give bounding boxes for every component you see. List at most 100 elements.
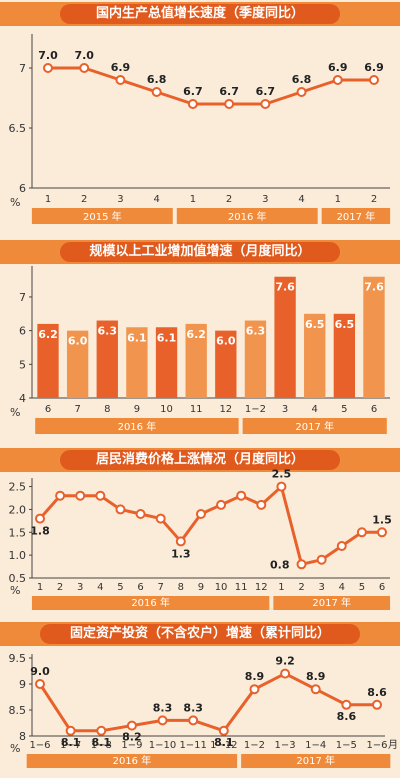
bar	[304, 313, 326, 398]
year-label: 2017 年	[295, 420, 334, 433]
data-label: 9.2	[275, 655, 295, 668]
x-tick-label: 10	[215, 582, 228, 593]
x-tick-label: 6	[45, 404, 51, 415]
bar	[215, 330, 237, 398]
data-point	[35, 679, 45, 689]
bar	[37, 323, 59, 398]
x-tick-label: 4	[298, 194, 304, 205]
data-point	[369, 75, 379, 85]
y-tick-label: 2.5	[9, 481, 27, 494]
bar-value-label: 7.6	[364, 281, 384, 294]
x-tick-label: 5	[341, 404, 347, 415]
x-tick-label: 1−7	[60, 740, 81, 751]
data-point	[43, 63, 53, 73]
data-point	[135, 509, 146, 519]
cpi-line-chart: 2.52.01.51.00.5% 1 2 3 4 5 6 7 8 9 10 11 12 1 2 3 4 5 6201…	[9, 468, 392, 610]
bar-value-label: 6.1	[157, 331, 177, 344]
data-point	[155, 513, 166, 524]
x-tick-label: 6	[371, 404, 377, 415]
x-tick-label: 1−2	[244, 740, 265, 751]
data-label: 8.1	[214, 736, 234, 749]
data-point	[157, 715, 168, 726]
data-point	[151, 87, 162, 97]
x-tick-label: 11	[190, 404, 203, 415]
data-point	[115, 75, 126, 85]
year-label: 2016 年	[113, 754, 152, 767]
bar-value-label: 6.1	[127, 331, 147, 344]
investment-line-chart: 9.5 9 8.5 8% 1−6 1−7 1−8 1−9 1−10 1−11 1−12 1−2 1−3 1…	[9, 652, 398, 768]
y-tick-label: 9	[19, 678, 26, 691]
data-label: 6.8	[147, 73, 167, 86]
data-label: 7.0	[38, 49, 58, 62]
bar	[274, 276, 296, 398]
data-label: 8.6	[337, 710, 357, 723]
y-tick-label: 7	[19, 291, 26, 304]
year-band	[321, 208, 391, 224]
x-tick-label: 1	[278, 582, 284, 593]
x-tick-label: 6	[137, 582, 143, 593]
year-label: 2016 年	[118, 420, 157, 433]
series-line	[38, 672, 377, 733]
data-point	[280, 668, 291, 679]
data-point	[224, 99, 235, 109]
year-band	[241, 754, 391, 768]
x-tick-label: 1−6	[366, 740, 387, 751]
data-label: 1.8	[30, 525, 50, 538]
year-label: 2017 年	[296, 754, 335, 767]
bar-value-label: 7.6	[275, 281, 295, 294]
year-label: 2016 年	[131, 596, 170, 609]
x-tick-label: 8	[178, 582, 184, 593]
data-point	[187, 99, 198, 109]
data-point	[249, 684, 260, 695]
x-tick-label: 1−2	[245, 404, 266, 415]
data-point	[96, 725, 107, 736]
y-tick-label: 8.5	[9, 704, 27, 717]
series-line	[48, 66, 374, 106]
x-tick-label: 1	[37, 582, 43, 593]
bar-value-label: 6.2	[186, 328, 206, 341]
x-tick-label: 1−9	[121, 740, 142, 751]
data-label: 6.9	[111, 61, 131, 74]
data-point	[79, 63, 90, 73]
year-band	[176, 208, 318, 224]
cpi-panel: 居民消费价格上涨情况（月度同比） 2.5 2.0 1.5 1.0 0.5% 1 2 3 4 5 6 7…	[0, 448, 400, 618]
year-band	[242, 418, 387, 434]
data-point	[115, 504, 126, 515]
cpi-chart-title: 居民消费价格上涨情况（月度同比）	[60, 450, 340, 470]
data-label: 7.0	[74, 49, 94, 62]
industrial-bar-chart: 7 6 5 4% 6 7 8 9 10 11 12 1−2 3 4 5 6 2016 年 2017 年 6.2 6.0…	[10, 266, 390, 434]
x-tick-label: 11	[235, 582, 248, 593]
x-tick-label: 2	[57, 582, 63, 593]
year-band	[26, 754, 238, 768]
data-label: 6.7	[256, 85, 276, 98]
bar	[126, 327, 148, 398]
x-tick-label: 12	[255, 582, 268, 593]
bar-value-label: 6.2	[38, 328, 58, 341]
data-label: 6.8	[292, 73, 312, 86]
month-unit-label: 月	[388, 739, 398, 751]
x-tick-label: 5	[117, 582, 123, 593]
y-tick-label: 9.5	[9, 652, 27, 665]
data-label: 2.5	[272, 468, 292, 481]
unit-label: %	[10, 196, 20, 209]
data-label: 6.9	[364, 61, 384, 74]
x-tick-label: 4	[339, 582, 345, 593]
bar	[155, 327, 178, 398]
bar	[363, 276, 385, 398]
bar-value-label: 6.0	[216, 335, 236, 348]
data-point	[316, 554, 327, 565]
y-tick-label: 6	[19, 325, 26, 338]
data-point	[296, 87, 307, 97]
data-point	[276, 481, 287, 492]
industrial-chart-title: 规模以上工业增加值增速（月度同比）	[60, 242, 340, 262]
data-point	[256, 499, 267, 510]
data-point	[356, 527, 367, 538]
data-point	[65, 725, 76, 736]
industrial-output-panel: 规模以上工业增加值增速（月度同比） 7 6 5 4% 6 7 8 9 10 11 12 1−2 3 4 5 6…	[0, 240, 400, 440]
data-label: 8.9	[245, 670, 265, 683]
unit-label: %	[10, 584, 20, 597]
gdp-chart-title: 国内生产总值增长速度（季度同比）	[60, 4, 340, 24]
y-tick-label: 0.5	[9, 572, 27, 585]
x-tick-label: 2	[298, 582, 304, 593]
data-point	[310, 684, 321, 695]
